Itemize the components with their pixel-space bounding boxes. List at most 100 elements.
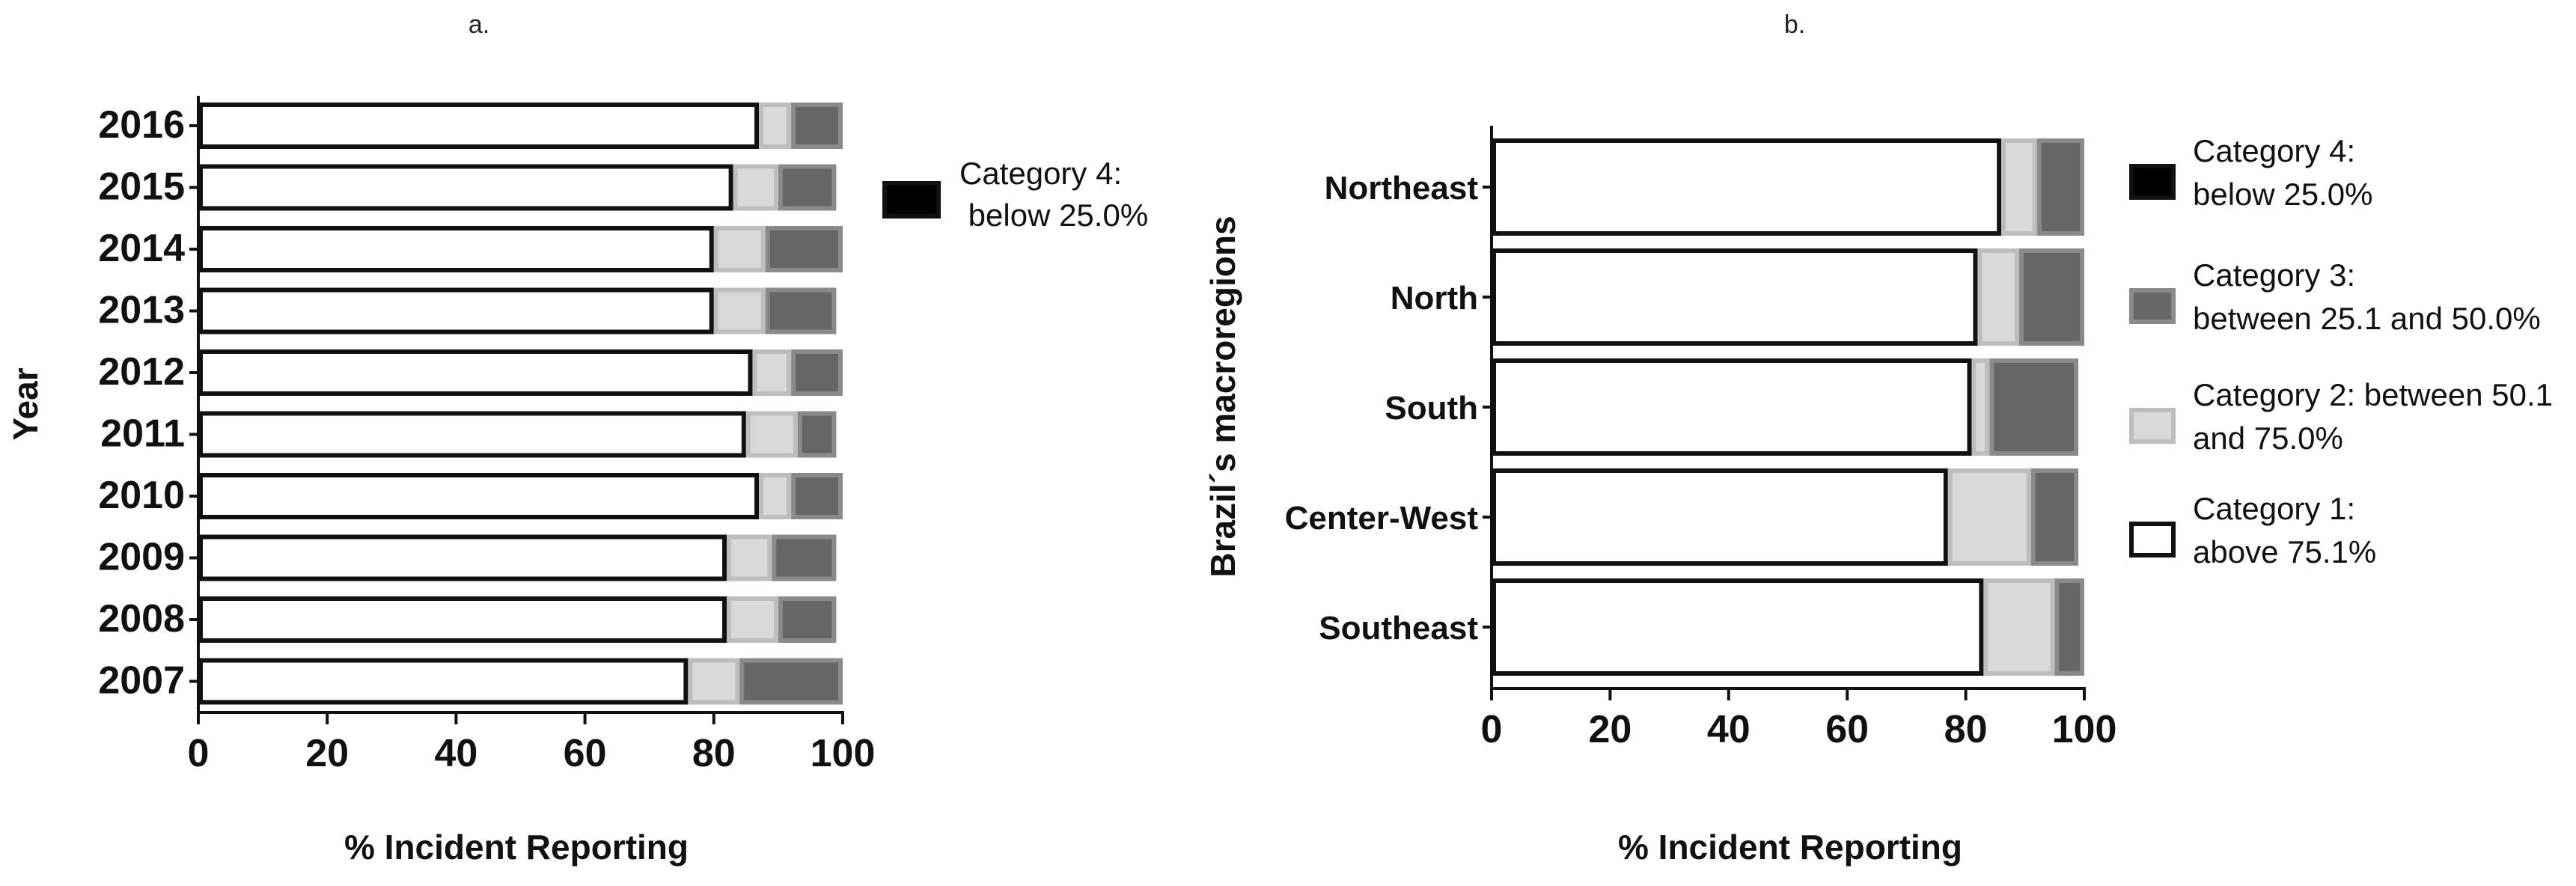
panel-b-legend-label-category-3-line-2: between 25.1 and 50.0% <box>2193 301 2541 336</box>
panel-a-y-tick-label: 2010 <box>98 474 185 517</box>
panel-a-bar-2009-category-1 <box>198 534 727 581</box>
panel-a-bar-2016-category-2 <box>759 103 792 149</box>
panel-b-bar-north-category-3 <box>2018 248 2084 346</box>
panel-a-bar-2015-category-1 <box>198 164 733 211</box>
panel-a-x-tick-label: 20 <box>305 732 349 775</box>
panel-a-bar-2014-category-2 <box>713 226 766 272</box>
panel-b-bar-southeast-category-3 <box>2054 578 2084 676</box>
panel-a-x-axis-title: % Incident Reporting <box>344 828 689 867</box>
panel-a-legend-label-line-2: below 25.0% <box>959 198 1148 233</box>
panel-b-legend-label-category-4-line-1: Category 4: <box>2193 133 2355 168</box>
panel-a-y-tick-label: 2014 <box>98 227 185 270</box>
panel-a-axes: 2016 2015 2014 2013 2012 2011 2010 2009 2008 2007… <box>98 96 875 775</box>
panel-a-bar-2011-category-2 <box>745 411 798 458</box>
panel-a-bar-2008-category-3 <box>778 596 837 643</box>
panel-a-y-tick-label: 2012 <box>98 350 185 394</box>
panel-b-bars <box>1492 138 2084 676</box>
panel-b-y-tick-label: Center-West <box>1285 500 1479 537</box>
panel-b-bar-center-west-category-3 <box>2030 468 2079 566</box>
panel-a-x-tick-label: 0 <box>188 732 210 775</box>
panel-b-legend-label-category-1-line-1: Category 1: <box>2193 491 2355 526</box>
panel-b-y-tick-label: South <box>1385 390 1478 427</box>
panel-a-bar-2007-category-2 <box>688 658 740 705</box>
panel-b-x-axis-title: % Incident Reporting <box>1618 828 1962 867</box>
panel-a-chart: a. 2016201520142013201220112010200920082… <box>6 10 1148 867</box>
panel-a-bar-2008-category-1 <box>198 596 727 643</box>
panel-a-bar-2007-category-3 <box>739 658 843 705</box>
panel-a-bar-2013-category-2 <box>713 287 766 334</box>
panel-a-letter: a. <box>468 10 489 39</box>
panel-b-bar-northeast-category-3 <box>2036 138 2084 236</box>
panel-b-legend-label-category-1-line-2: above 75.1% <box>2193 534 2376 569</box>
panel-b-axes: Northeast North South Center-West Southeast 0… <box>1285 126 2117 751</box>
panel-a-y-tick-label: 2015 <box>98 165 185 209</box>
panel-b-letter: b. <box>1784 10 1805 39</box>
panel-b-legend-swatch-category-1 <box>2129 522 2176 557</box>
panel-b-legend-swatch-category-4 <box>2129 164 2176 200</box>
panel-b-x-tick-label: 60 <box>1825 708 1869 751</box>
panel-a-y-tick-label: 2016 <box>98 103 185 147</box>
panel-a-bar-2013-category-1 <box>198 287 714 334</box>
panel-b-x-tick-label: 20 <box>1588 708 1632 751</box>
panel-a-bar-2010-category-2 <box>759 473 792 519</box>
panel-b-legend: Category 4: below 25.0% Category 3: betwe… <box>2129 133 2553 569</box>
panel-a-y-tick-label: 2009 <box>98 536 185 579</box>
panel-a-bar-2008-category-2 <box>727 596 778 643</box>
panel-a-bar-2012-category-1 <box>198 349 753 396</box>
panel-a-bar-2013-category-3 <box>765 287 837 334</box>
panel-a-bar-2014-category-3 <box>765 226 843 272</box>
panel-b-legend-label-category-2-line-1: Category 2: between 50.1 <box>2193 377 2553 412</box>
panel-b-y-tick-label: Northeast <box>1325 170 1479 207</box>
panel-a-bar-2015-category-3 <box>778 164 837 211</box>
panel-b-y-tick-label: North <box>1391 280 1478 317</box>
panel-b-legend-label-category-3-line-1: Category 3: <box>2193 257 2355 293</box>
panel-a-bar-2010-category-3 <box>791 473 843 519</box>
panel-a-bar-2012-category-2 <box>752 349 792 396</box>
panel-b-bar-center-west-category-2 <box>1947 468 2031 566</box>
panel-a-y-axis-title: Year <box>6 367 45 440</box>
panel-a-legend: Category 4: below 25.0% <box>882 156 1148 233</box>
panel-a-bar-2009-category-2 <box>727 534 772 581</box>
panel-b-bar-center-west-category-1 <box>1492 468 1948 566</box>
panel-a-bar-2009-category-3 <box>772 534 837 581</box>
panel-b-y-tick-label: Southeast <box>1319 610 1478 647</box>
panel-a-bar-2007-category-1 <box>198 658 689 705</box>
panel-b-x-tick-label: 80 <box>1944 708 1988 751</box>
panel-b-bar-south-category-1 <box>1492 358 1972 456</box>
panel-a-bar-2011-category-1 <box>198 411 746 458</box>
panel-b-x-tick-label: 0 <box>1481 708 1503 751</box>
panel-a-bar-2011-category-3 <box>797 411 837 458</box>
panel-b-chart: b. Northeast North South Center-West Southea… <box>1203 10 2553 867</box>
panel-a-x-tick-label: 60 <box>564 732 607 775</box>
panel-b-bar-southeast-category-1 <box>1492 578 1984 676</box>
panel-a-y-tick-label: 2008 <box>98 597 185 641</box>
panel-b-bar-southeast-category-2 <box>1983 578 2055 676</box>
panel-b-bar-south-category-2 <box>1971 358 1990 456</box>
panel-b-legend-swatch-category-2 <box>2129 408 2176 444</box>
panel-b-legend-swatch-category-3 <box>2129 288 2176 324</box>
panel-b-bar-south-category-3 <box>1989 358 2079 456</box>
panel-a-bar-2016-category-3 <box>791 103 843 149</box>
panel-a-x-tick-label: 80 <box>692 732 736 775</box>
panel-a-y-tick-label: 2013 <box>98 289 185 332</box>
panel-a-legend-label-line-1: Category 4: <box>959 156 1122 191</box>
panel-b-legend-label-category-4-line-2: below 25.0% <box>2193 177 2373 212</box>
panel-b-bar-northeast-category-2 <box>2001 138 2037 236</box>
panel-a-x-tick-label: 100 <box>811 732 876 775</box>
panel-b-bar-north-category-1 <box>1492 248 1978 346</box>
panel-b-x-tick-label: 100 <box>2052 708 2117 751</box>
panel-b-y-axis-title: Brazil´s macroregions <box>1203 216 1242 577</box>
panel-a-bar-2015-category-2 <box>733 164 778 211</box>
panel-a-x-tick-label: 40 <box>434 732 477 775</box>
panel-b-legend-label-category-2-line-2: and 75.0% <box>2193 421 2343 456</box>
panel-a-bar-2010-category-1 <box>198 473 760 519</box>
panel-a-bar-2012-category-3 <box>791 349 843 396</box>
panel-a-bar-2014-category-1 <box>198 226 714 272</box>
panel-a-y-tick-label: 2011 <box>100 412 185 456</box>
panel-a-bar-2016-category-1 <box>198 103 760 149</box>
panel-b-bar-north-category-2 <box>1977 248 2019 346</box>
panel-b-x-tick-label: 40 <box>1707 708 1751 751</box>
panel-a-y-tick-label: 2007 <box>98 659 185 703</box>
panel-a-legend-swatch-category-4 <box>882 181 941 219</box>
